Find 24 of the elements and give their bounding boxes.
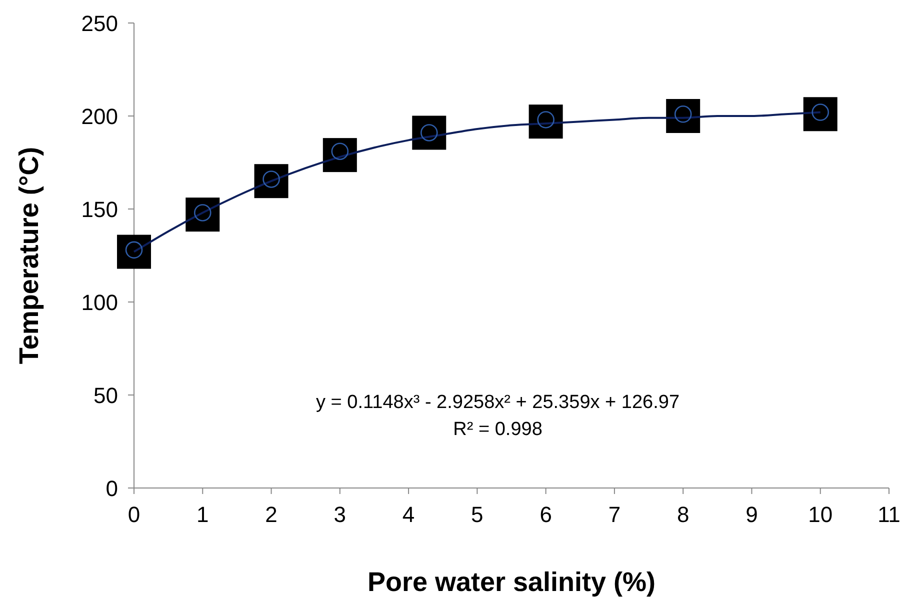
x-tick-label: 5 — [471, 502, 484, 527]
x-tick-label: 11 — [878, 502, 900, 527]
x-tick-label: 4 — [402, 502, 415, 527]
annotation: R² = 0.998 — [453, 419, 542, 440]
x-tick-label: 7 — [608, 502, 621, 527]
x-tick-label: 1 — [196, 502, 209, 527]
annotation: y = 0.1148x³ - 2.9258x² + 25.359x + 126.97 — [316, 392, 680, 414]
y-axis-title: Temperature (°C) — [14, 146, 44, 364]
y-tick-label: 150 — [81, 197, 118, 222]
point — [803, 97, 838, 132]
x-tick-label: 2 — [265, 502, 278, 527]
point — [117, 234, 151, 269]
x-tick-label: 3 — [334, 502, 346, 527]
y-tick-label: 200 — [81, 104, 118, 129]
x-tick-label: 8 — [676, 502, 690, 527]
y-tick-label: 50 — [94, 383, 118, 408]
y-tick-label: 0 — [106, 476, 118, 501]
x-tick-label: 10 — [808, 502, 833, 527]
y-tick-label: 100 — [81, 290, 118, 315]
x-tick-label: 6 — [540, 502, 552, 527]
y-tick-label: 250 — [81, 11, 118, 36]
x-tick-label: 9 — [746, 502, 758, 527]
x-tick-label: 0 — [128, 502, 140, 527]
x-axis-title: Pore water salinity (%) — [367, 567, 656, 597]
